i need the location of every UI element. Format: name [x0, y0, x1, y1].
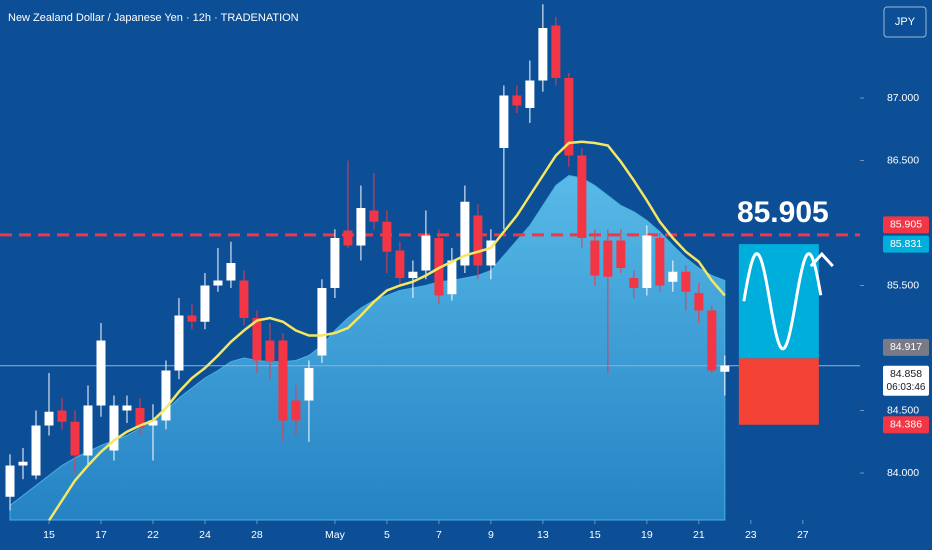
candle-body [681, 271, 691, 292]
x-tick-label: 22 [147, 529, 159, 541]
candle-body [122, 405, 132, 411]
x-tick-label: 21 [693, 529, 705, 541]
candle-body [473, 215, 483, 266]
countdown-label: 06:03:46 [887, 382, 926, 393]
price-tag-label: 85.905 [890, 219, 922, 231]
candle-body [5, 465, 15, 497]
candle-body [317, 288, 327, 356]
x-tick-label: 9 [488, 529, 494, 541]
x-tick-label: 28 [251, 529, 263, 541]
candle-body [642, 235, 652, 288]
forecast-curve [742, 252, 823, 351]
moving-average [47, 140, 726, 522]
candle-body [161, 370, 171, 421]
x-tick-label: 13 [537, 529, 549, 541]
candle-body [252, 318, 262, 361]
candle-body [408, 271, 418, 278]
candle-body [551, 25, 561, 78]
candle-body [525, 80, 535, 108]
candle-body [395, 250, 405, 278]
candle-body [356, 208, 366, 246]
x-tick-label: 15 [589, 529, 601, 541]
candle-body [70, 421, 80, 456]
candle-body [304, 368, 314, 401]
candle-body [382, 221, 392, 252]
price-tag-label: 84.917 [890, 341, 922, 353]
x-tick-label: 24 [199, 529, 211, 541]
candle-body [538, 28, 548, 81]
candle-body [265, 340, 275, 362]
price-tag-label: 84.858 [890, 368, 922, 380]
price-tag [883, 216, 929, 234]
currency-label[interactable]: JPY [895, 16, 916, 28]
candle-body [577, 155, 587, 238]
y-tick-label: 86.500 [887, 154, 919, 166]
price-tag-label: 84.386 [890, 419, 922, 431]
candle-body [148, 420, 158, 426]
candle-body [239, 280, 249, 318]
candle-body [707, 310, 717, 371]
candle-body [31, 425, 41, 476]
x-tick-label: 17 [95, 529, 107, 541]
candle-body [616, 240, 626, 268]
x-tick-label: 19 [641, 529, 653, 541]
candle-body [343, 230, 353, 246]
candle-body [135, 408, 145, 428]
candle-body [44, 411, 54, 426]
candle-body [655, 238, 665, 286]
candle-body [603, 240, 613, 277]
x-tick-label: 15 [43, 529, 55, 541]
candle-body [278, 340, 288, 421]
candle-body [720, 365, 730, 372]
stop-zone [738, 358, 819, 425]
candle-body [590, 240, 600, 276]
candle-body [668, 271, 678, 282]
candle-body [109, 405, 119, 451]
candle-body [226, 263, 236, 281]
candle-body [629, 278, 639, 288]
candle-body [694, 293, 704, 311]
candle-body [200, 285, 210, 322]
candle-body [460, 201, 470, 266]
candle-body [447, 260, 457, 295]
x-tick-label: 23 [745, 529, 757, 541]
y-tick-label: 84.000 [887, 467, 919, 479]
candle-body [486, 240, 496, 266]
candle-body [18, 461, 28, 466]
price-tag [883, 416, 929, 434]
x-tick-label: 7 [436, 529, 442, 541]
candle-body [330, 238, 340, 288]
candle-body [369, 210, 379, 222]
candle-body [512, 95, 522, 106]
candle-body [57, 410, 67, 422]
candle-body [421, 235, 431, 271]
candle-body [499, 95, 509, 148]
candle-body [96, 340, 106, 406]
candle-body [174, 315, 184, 371]
candle-body [564, 78, 574, 156]
price-tag [883, 338, 929, 356]
x-tick-label: 27 [797, 529, 809, 541]
x-tick-label: 5 [384, 529, 390, 541]
candle-body [187, 315, 197, 322]
y-tick-label: 85.500 [887, 279, 919, 291]
plot-area [0, 4, 860, 522]
currency-button[interactable] [883, 6, 927, 38]
candle-body [83, 405, 93, 456]
y-tick-label: 84.500 [887, 404, 919, 416]
y-tick-label: 87.000 [887, 92, 919, 104]
price-tag-label: 85.831 [890, 238, 922, 250]
forecast-arrow [809, 251, 834, 268]
candle-body [213, 280, 223, 286]
candle-body [291, 400, 301, 421]
target-annotation: 85.905 [737, 196, 829, 229]
price-tag [883, 365, 929, 396]
chart-title: New Zealand Dollar / Japanese Yen · 12h … [8, 12, 299, 24]
price-tag [883, 235, 929, 253]
x-tick-label: May [325, 529, 346, 541]
